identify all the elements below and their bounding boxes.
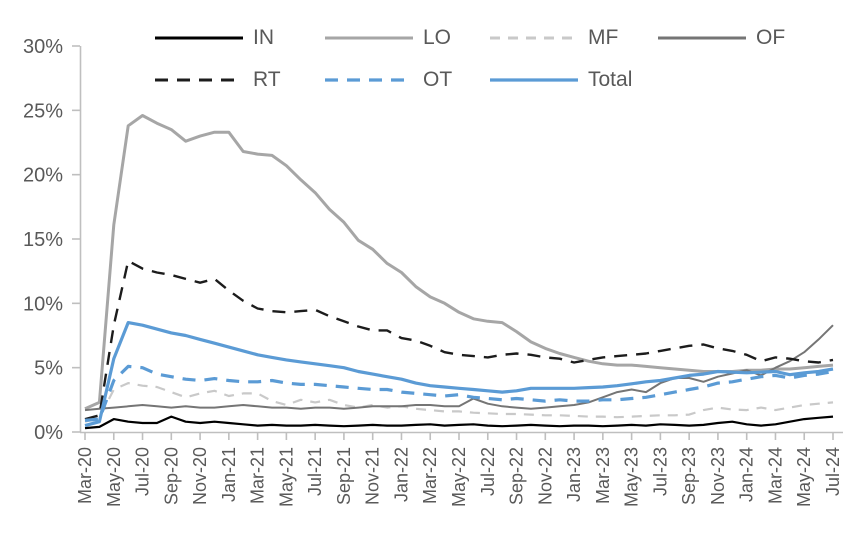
series-line-RT <box>84 259 834 421</box>
x-tick-label: Mar-22 <box>420 447 440 504</box>
x-tick-label: May-23 <box>622 447 642 507</box>
series-line-OT <box>84 364 834 422</box>
y-tick-label: 15% <box>23 229 63 251</box>
x-tick-label: Sep-20 <box>161 447 181 505</box>
y-tick-label: 10% <box>23 293 63 315</box>
series-line-IN <box>84 415 834 430</box>
x-tick-label: Sep-23 <box>679 447 699 505</box>
x-tick-label: Sep-22 <box>507 447 527 505</box>
x-tick-label: Nov-23 <box>708 447 728 505</box>
y-axis-tick-labels: 0% 5% 10% 15% 20% 25% 30% <box>23 36 63 444</box>
x-tick-label: Nov-20 <box>190 447 210 505</box>
series-line-LO <box>84 114 834 411</box>
x-tick-label: May-22 <box>449 447 469 507</box>
x-tick-label: Jul-20 <box>133 447 153 496</box>
x-tick-label: May-24 <box>794 447 814 507</box>
x-tick-label: Mar-23 <box>593 447 613 504</box>
y-tick-label: 0% <box>34 422 63 444</box>
series-line-MF <box>84 382 834 423</box>
x-tick-label: Jan-23 <box>564 447 584 502</box>
x-tick-label: Sep-21 <box>334 447 354 505</box>
x-tick-label: Jul-22 <box>478 447 498 496</box>
x-tick-label: May-20 <box>104 447 124 507</box>
y-tick-label: 5% <box>34 358 63 380</box>
axes <box>72 45 843 440</box>
x-tick-label: Mar-20 <box>75 447 95 504</box>
x-tick-label: Jan-21 <box>219 447 239 502</box>
x-tick-label: May-21 <box>276 447 296 507</box>
y-tick-label: 20% <box>23 165 63 187</box>
x-tick-label: Jan-24 <box>737 447 757 502</box>
series-line-OF <box>84 324 834 412</box>
x-tick-label: Nov-21 <box>363 447 383 505</box>
x-tick-label: Jan-22 <box>391 447 411 502</box>
x-tick-label: Jul-23 <box>650 447 670 496</box>
y-tick-label: 30% <box>23 36 63 58</box>
x-tick-label: Jul-21 <box>305 447 325 496</box>
x-tick-label: Jul-24 <box>823 447 843 496</box>
x-axis-tick-labels: Mar-20 May-20 Jul-20 Sep-20 Nov-20 Jan-21 Mar-… <box>75 447 843 507</box>
x-tick-label: Mar-21 <box>248 447 268 504</box>
series-lines <box>84 114 834 430</box>
series-line-Total <box>84 321 834 428</box>
y-tick-label: 25% <box>23 100 63 122</box>
x-tick-label: Mar-24 <box>765 447 785 504</box>
x-tick-label: Nov-22 <box>535 447 555 505</box>
